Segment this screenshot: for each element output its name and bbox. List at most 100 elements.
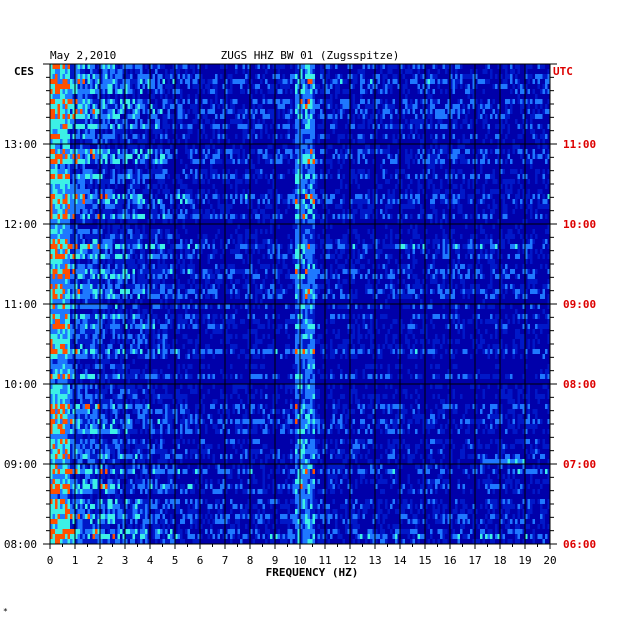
heat-cell	[407, 274, 410, 279]
heat-cell	[120, 289, 123, 294]
heat-cell	[242, 154, 245, 159]
heat-cell	[52, 149, 55, 154]
heat-cell	[450, 179, 453, 184]
heat-cell	[230, 119, 233, 124]
heat-cell	[372, 109, 375, 114]
heat-cell	[322, 214, 325, 219]
heat-cell	[432, 244, 435, 249]
heat-cell	[370, 119, 373, 124]
heat-cell	[315, 89, 318, 94]
heat-cell	[55, 249, 58, 254]
heat-cell	[487, 129, 490, 134]
heat-cell	[512, 199, 515, 204]
heat-cell	[325, 194, 328, 199]
heat-cell	[440, 184, 443, 189]
heat-cell	[212, 239, 215, 244]
heat-cell	[152, 264, 155, 269]
heat-cell	[397, 84, 400, 89]
heat-cell	[145, 134, 148, 139]
heat-cell	[212, 104, 215, 109]
heat-cell	[472, 249, 475, 254]
heat-cell	[412, 249, 415, 254]
heat-cell	[102, 239, 105, 244]
heat-cell	[72, 269, 75, 274]
heat-cell	[425, 159, 428, 164]
heat-cell	[52, 209, 55, 214]
heat-cell	[407, 254, 410, 259]
heat-cell	[495, 274, 498, 279]
heat-cell	[475, 234, 478, 239]
heat-cell	[302, 74, 305, 79]
heat-cell	[72, 289, 75, 294]
heat-cell	[160, 274, 163, 279]
heat-cell	[300, 164, 303, 169]
heat-cell	[225, 204, 228, 209]
heat-cell	[327, 114, 330, 119]
heat-cell	[85, 284, 88, 289]
heat-cell	[307, 259, 310, 264]
heat-cell	[425, 194, 428, 199]
heat-cell	[215, 94, 218, 99]
heat-cell	[92, 284, 95, 289]
heat-cell	[237, 114, 240, 119]
heat-cell	[422, 174, 425, 179]
heat-cell	[295, 249, 298, 254]
heat-cell	[525, 74, 528, 79]
heat-cell	[482, 274, 485, 279]
heat-cell	[537, 79, 540, 84]
heat-cell	[67, 189, 70, 194]
heat-cell	[87, 104, 90, 109]
heat-cell	[287, 274, 290, 279]
heat-cell	[405, 284, 408, 289]
heat-cell	[267, 84, 270, 89]
heat-cell	[80, 154, 83, 159]
heat-cell	[345, 89, 348, 94]
heat-cell	[132, 94, 135, 99]
heat-cell	[270, 239, 273, 244]
heat-cell	[487, 64, 490, 69]
heat-cell	[77, 184, 80, 189]
heat-cell	[382, 149, 385, 154]
heat-cell	[412, 74, 415, 79]
heat-cell	[415, 234, 418, 239]
heat-cell	[55, 229, 58, 234]
heat-cell	[500, 239, 503, 244]
heat-cell	[122, 199, 125, 204]
heat-cell	[80, 104, 83, 109]
heat-cell	[112, 289, 115, 294]
heat-cell	[445, 64, 448, 69]
heat-cell	[387, 124, 390, 129]
heat-cell	[245, 79, 248, 84]
heat-cell	[295, 124, 298, 129]
heat-cell	[142, 74, 145, 79]
heat-cell	[310, 139, 313, 144]
heat-cell	[140, 154, 143, 159]
heat-cell	[302, 289, 305, 294]
heat-cell	[350, 274, 353, 279]
heat-cell	[205, 169, 208, 174]
heat-cell	[502, 114, 505, 119]
heat-cell	[270, 99, 273, 104]
heat-cell	[367, 189, 370, 194]
heat-cell	[410, 269, 413, 274]
heat-cell	[120, 259, 123, 264]
heat-cell	[535, 214, 538, 219]
heat-cell	[267, 244, 270, 249]
heat-cell	[442, 234, 445, 239]
heat-cell	[412, 134, 415, 139]
heat-cell	[70, 229, 73, 234]
heat-cell	[417, 119, 420, 124]
heat-cell	[542, 139, 545, 144]
heat-cell	[142, 179, 145, 184]
heat-cell	[260, 229, 263, 234]
heat-cell	[132, 179, 135, 184]
heat-cell	[207, 89, 210, 94]
heat-cell	[57, 209, 60, 214]
heat-cell	[112, 159, 115, 164]
heat-cell	[365, 289, 368, 294]
heat-cell	[182, 214, 185, 219]
heat-cell	[300, 99, 303, 104]
heat-cell	[200, 84, 203, 89]
heat-cell	[165, 254, 168, 259]
heat-cell	[197, 244, 200, 249]
